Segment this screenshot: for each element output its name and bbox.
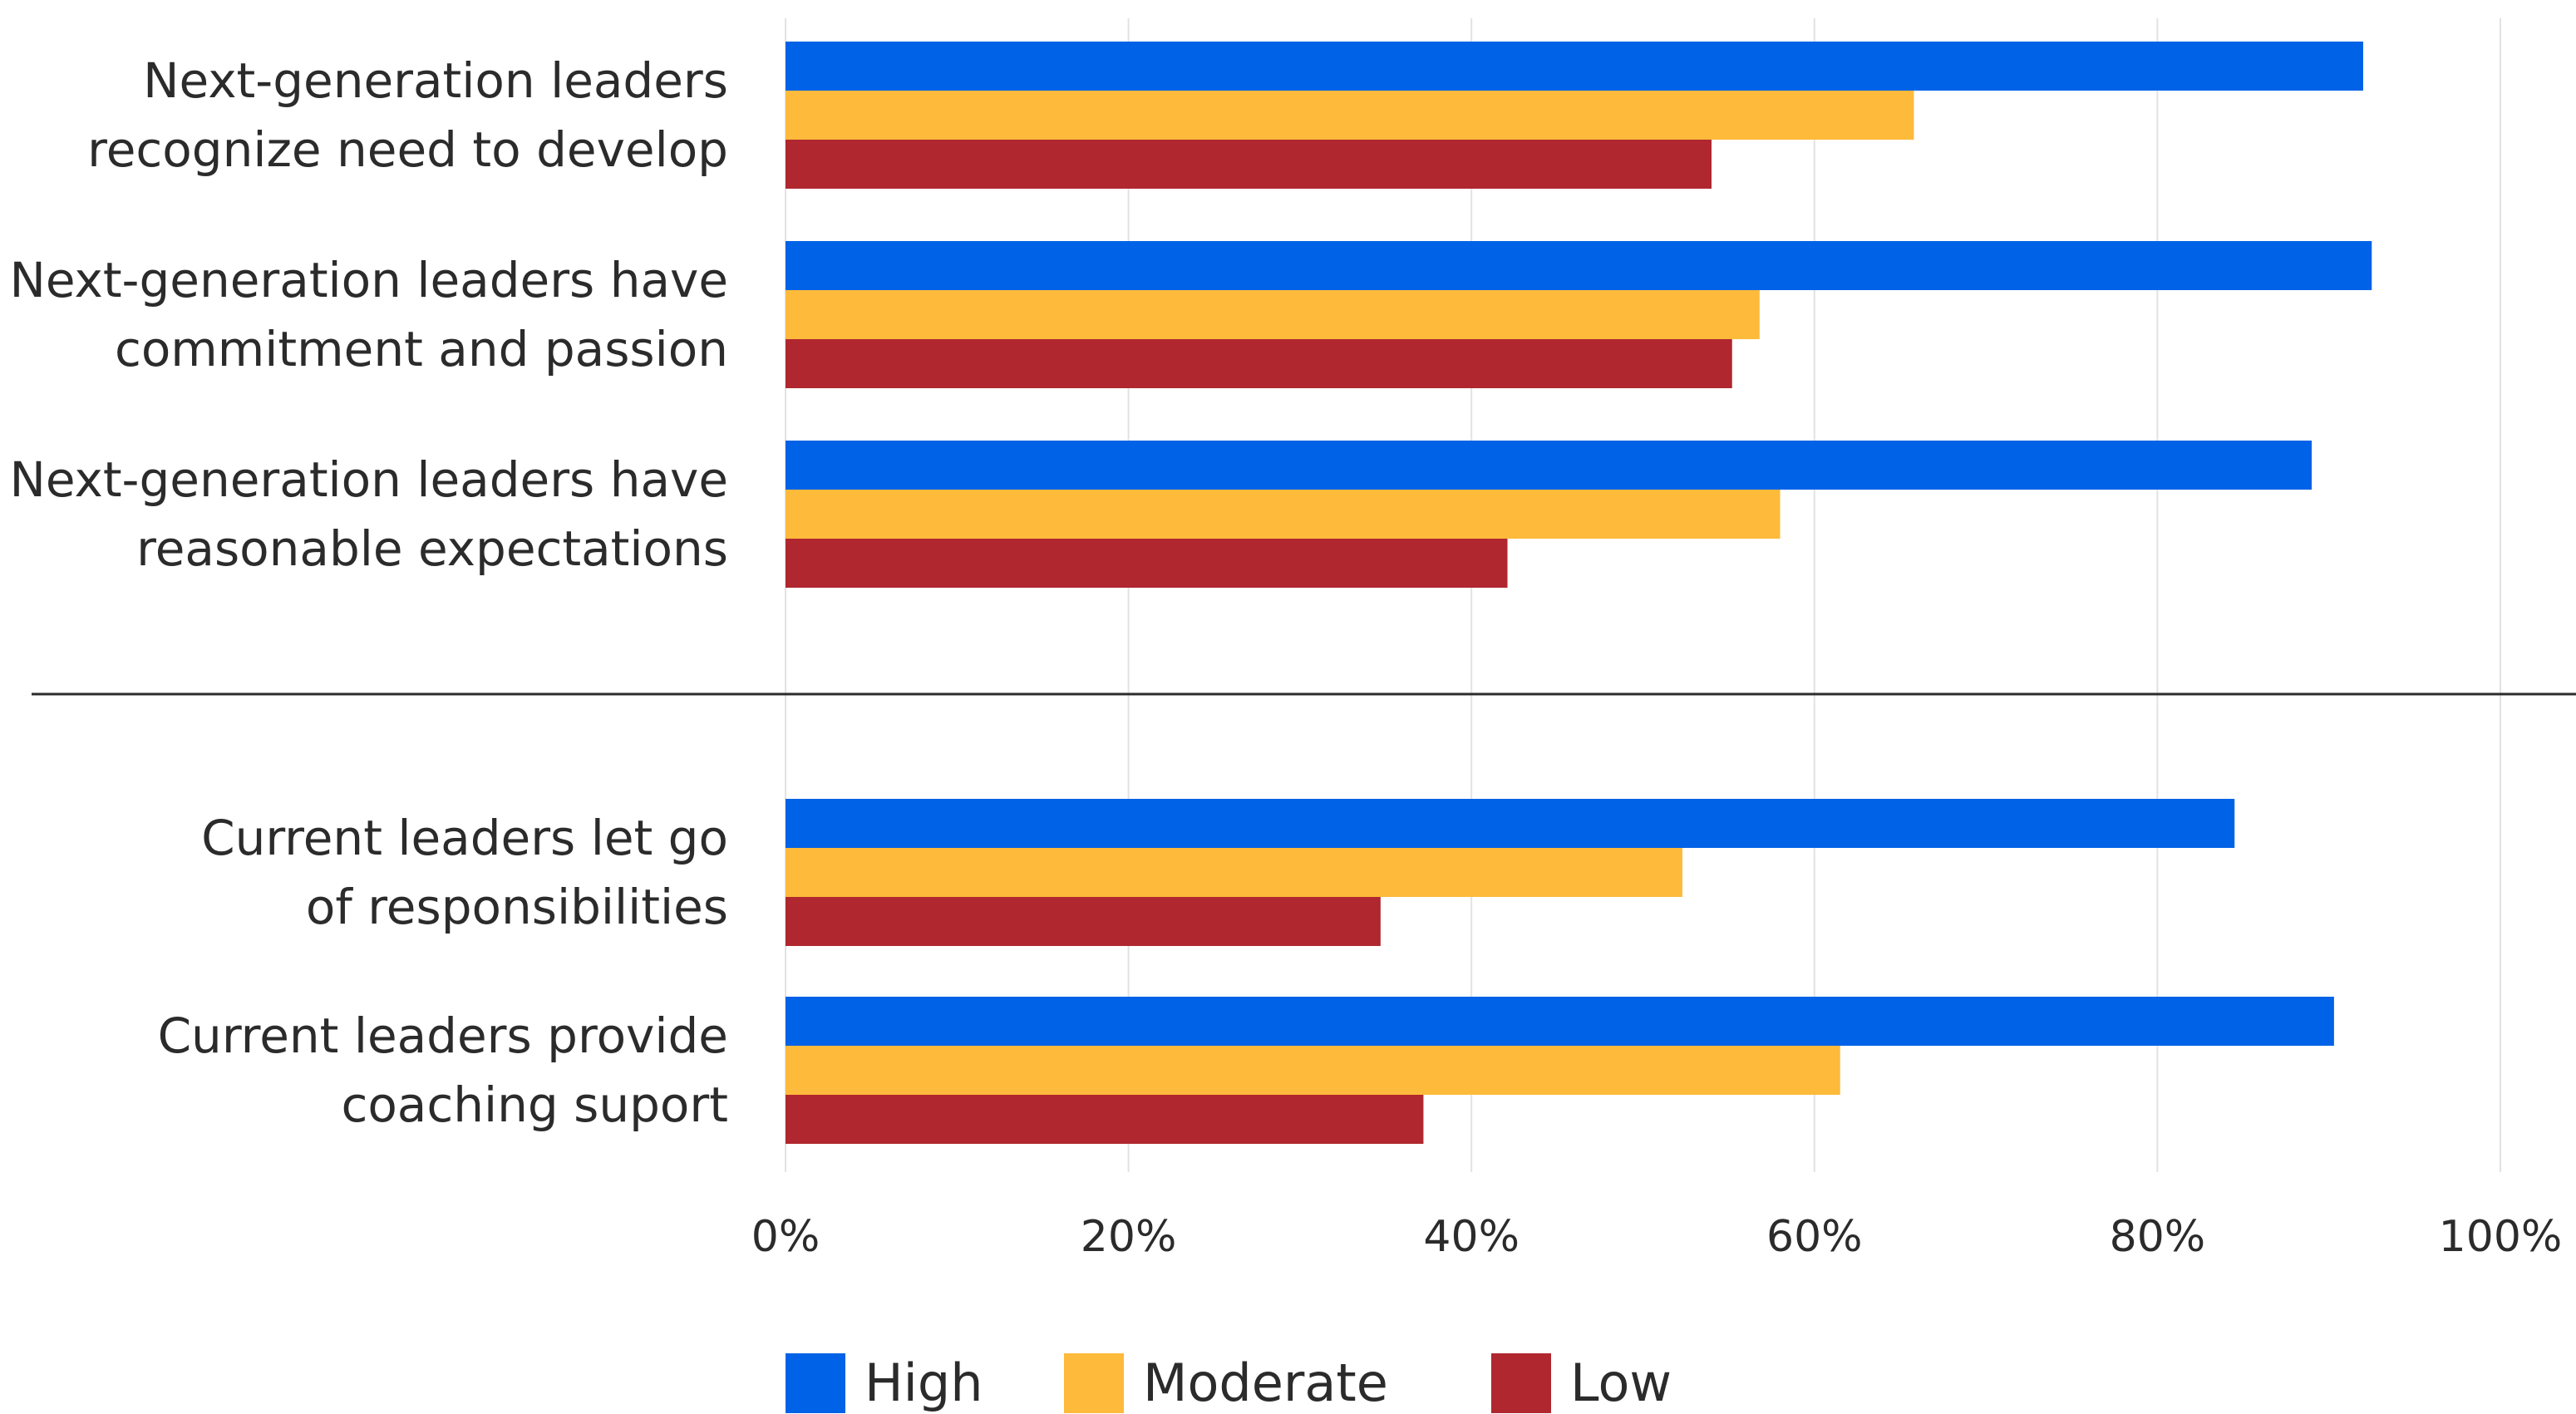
bar-moderate-1 (786, 91, 1914, 140)
bar-high-3 (786, 441, 2312, 490)
bar-low-4 (786, 897, 1381, 946)
legend: High Moderate Low (786, 1352, 1672, 1413)
bar-high-4 (786, 799, 2235, 848)
bar-moderate-4 (786, 848, 1682, 897)
category-label: reasonable expectations (136, 520, 728, 577)
legend-label-low: Low (1570, 1352, 1672, 1413)
bar-high-5 (786, 997, 2334, 1046)
category-labels: Next-generation leaders recognize need to… (9, 52, 728, 1133)
legend-swatch-high (786, 1353, 845, 1413)
category-label: commitment and passion (115, 321, 728, 377)
category-label: Next-generation leaders (143, 52, 728, 109)
category-label: Current leaders provide (158, 1008, 728, 1064)
bar-high-1 (786, 42, 2363, 91)
category-label: recognize need to develop (87, 121, 728, 178)
category-label: Next-generation leaders have (9, 451, 728, 508)
legend-label-high: High (864, 1352, 983, 1413)
x-tick-label: 20% (1081, 1212, 1177, 1262)
bar-moderate-3 (786, 490, 1781, 539)
bars (786, 42, 2372, 1144)
category-label: coaching suport (341, 1077, 728, 1133)
gridlines (785, 18, 2501, 1172)
x-tick-label: 0% (751, 1212, 820, 1262)
legend-label-moderate: Moderate (1143, 1352, 1388, 1413)
x-tick-label: 100% (2439, 1212, 2563, 1262)
bar-low-5 (786, 1095, 1424, 1144)
bar-low-3 (786, 539, 1508, 588)
x-tick-label: 60% (1766, 1212, 1863, 1262)
bar-moderate-2 (786, 290, 1760, 339)
bar-low-1 (786, 140, 1712, 189)
x-axis-tick-labels: 0% 20% 40% 60% 80% 100% (751, 1212, 2563, 1262)
bar-moderate-5 (786, 1046, 1840, 1095)
bar-high-2 (786, 241, 2372, 290)
legend-swatch-moderate (1064, 1353, 1124, 1413)
legend-swatch-low (1491, 1353, 1551, 1413)
bar-low-2 (786, 339, 1732, 388)
category-label: of responsibilities (306, 879, 728, 935)
category-label: Next-generation leaders have (9, 252, 728, 308)
category-label: Current leaders let go (201, 810, 728, 866)
x-tick-label: 80% (2110, 1212, 2206, 1262)
x-tick-label: 40% (1423, 1212, 1519, 1262)
